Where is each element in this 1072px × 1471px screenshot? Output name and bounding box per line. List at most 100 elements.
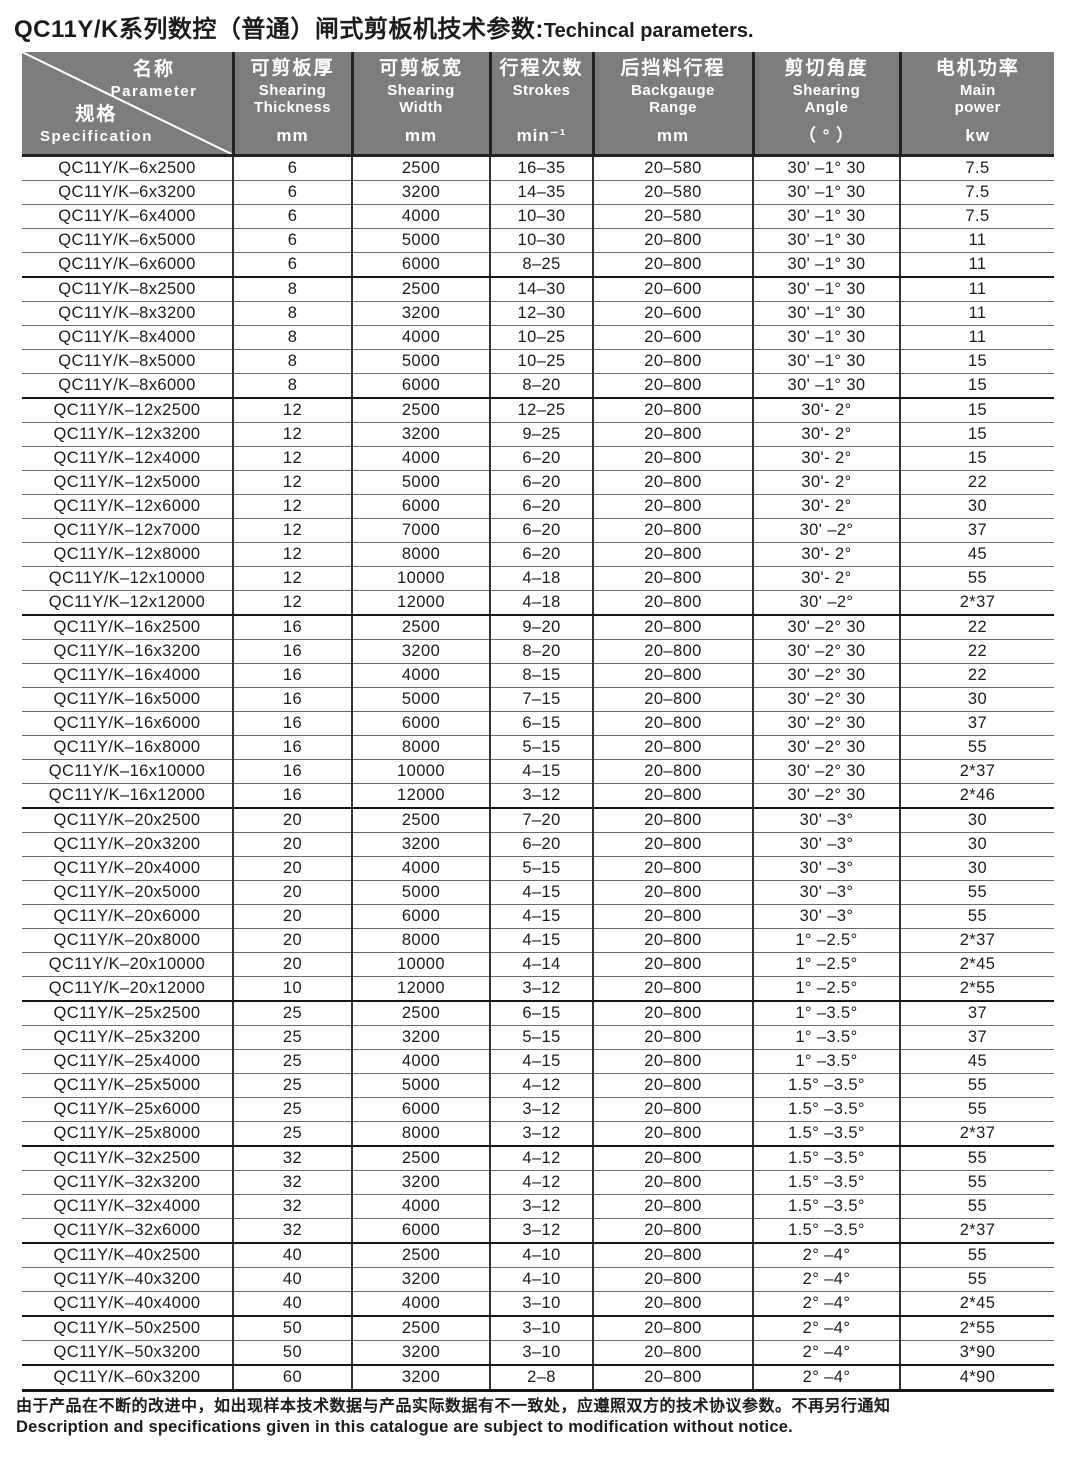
backgauge-cell: 20–800 (592, 856, 753, 881)
width-cell: 2500 (351, 277, 490, 302)
thickness-cell: 20 (232, 928, 352, 953)
power-cell: 37 (899, 711, 1054, 736)
spec-cell: QC11Y/K–12x6000 (22, 494, 233, 519)
strokes-cell: 3–12 (489, 1121, 593, 1147)
backgauge-cell: 20–800 (592, 1194, 753, 1219)
strokes-cell: 14–35 (489, 180, 593, 205)
angle-cell: 30'- 2° (752, 542, 900, 567)
corner-parameter-en: Parameter (110, 82, 198, 100)
angle-cell: 30' –3° (752, 880, 900, 905)
backgauge-cell: 20–800 (592, 542, 753, 567)
table-row: QC11Y/K–40x3200 40 3200 4–10 20–800 2° –4° 55 (22, 1267, 1054, 1292)
spec-cell: QC11Y/K–20x2500 (22, 808, 233, 833)
strokes-cell: 10–30 (489, 204, 593, 229)
strokes-cell: 6–20 (489, 470, 593, 495)
table-row: QC11Y/K–16x3200 16 3200 8–20 20–800 30' –2° 3… (22, 639, 1054, 664)
table-header: 名称 Parameter 规格 Specification 可剪板厚 Shear… (22, 52, 1054, 156)
strokes-cell: 7–15 (489, 687, 593, 712)
width-cell: 3200 (351, 422, 490, 447)
table-row: QC11Y/K–8x5000 8 5000 10–25 20–800 30' –1° 30… (22, 349, 1054, 374)
angle-cell: 30'- 2° (752, 446, 900, 471)
page-title-en: Techincal parameters. (543, 20, 754, 42)
backgauge-cell: 20–800 (592, 1146, 753, 1171)
table-row: QC11Y/K–6x6000 6 6000 8–25 20–800 30' –1° 30 1… (22, 252, 1054, 278)
thickness-cell: 16 (232, 687, 352, 712)
thickness-cell: 16 (232, 639, 352, 664)
power-cell: 7.5 (899, 155, 1054, 181)
width-cell: 2500 (351, 1316, 490, 1341)
angle-cell: 30'- 2° (752, 566, 900, 591)
spec-cell: QC11Y/K–32x3200 (22, 1170, 233, 1195)
angle-cell: 30' –2° 30 (752, 783, 900, 809)
strokes-cell: 3–10 (489, 1340, 593, 1366)
width-cell: 6000 (351, 1097, 490, 1122)
power-cell: 3*90 (899, 1340, 1054, 1366)
strokes-cell: 3–12 (489, 976, 593, 1002)
thickness-cell: 12 (232, 590, 352, 616)
col-header-en: Shearing Width (387, 81, 455, 117)
backgauge-cell: 20–800 (592, 518, 753, 543)
strokes-cell: 6–20 (489, 832, 593, 857)
table-row: QC11Y/K–25x2500 25 2500 6–15 20–800 1° –3.5° 3… (22, 1001, 1054, 1026)
strokes-cell: 8–20 (489, 373, 593, 399)
power-cell: 4*90 (899, 1365, 1054, 1392)
thickness-cell: 6 (232, 204, 352, 229)
corner-header-cell: 名称 Parameter 规格 Specification (22, 52, 233, 156)
spec-cell: QC11Y/K–25x4000 (22, 1049, 233, 1074)
spec-cell: QC11Y/K–50x2500 (22, 1316, 233, 1341)
thickness-cell: 60 (232, 1365, 352, 1392)
col-header-unit: min⁻¹ (516, 126, 567, 145)
table-row: QC11Y/K–20x12000 10 12000 3–12 20–800 1° –2.5… (22, 976, 1054, 1002)
table-row: QC11Y/K–16x2500 16 2500 9–20 20–800 30' –2° 3… (22, 615, 1054, 640)
angle-cell: 1.5° –3.5° (752, 1097, 900, 1122)
angle-cell: 30'- 2° (752, 398, 900, 423)
angle-cell: 30' –3° (752, 832, 900, 857)
backgauge-cell: 20–800 (592, 1097, 753, 1122)
strokes-cell: 8–15 (489, 663, 593, 688)
strokes-cell: 4–15 (489, 904, 593, 929)
spec-cell: QC11Y/K–8x5000 (22, 349, 233, 374)
spec-cell: QC11Y/K–32x4000 (22, 1194, 233, 1219)
table-row: QC11Y/K–25x4000 25 4000 4–15 20–800 1° –3.5° 4… (22, 1049, 1054, 1074)
backgauge-cell: 20–800 (592, 1316, 753, 1341)
col-header-backgauge-range: 后挡料行程 Backgauge Range mm (591, 52, 753, 156)
thickness-cell: 40 (232, 1267, 352, 1292)
angle-cell: 2° –4° (752, 1243, 900, 1268)
thickness-cell: 6 (232, 228, 352, 253)
spec-cell: QC11Y/K–16x6000 (22, 711, 233, 736)
thickness-cell: 25 (232, 1121, 352, 1147)
thickness-cell: 16 (232, 615, 352, 640)
strokes-cell: 4–18 (489, 566, 593, 591)
table-row: QC11Y/K–12x8000 12 8000 6–20 20–800 30'- 2° 45 (22, 542, 1054, 567)
backgauge-cell: 20–580 (592, 204, 753, 229)
angle-cell: 1.5° –3.5° (752, 1218, 900, 1244)
spec-cell: QC11Y/K–20x5000 (22, 880, 233, 905)
power-cell: 2*37 (899, 1218, 1054, 1244)
backgauge-cell: 20–800 (592, 1243, 753, 1268)
page-title: QC11Y/K系列数控（普通）闸式剪板机技术参数:Techincal param… (14, 8, 1072, 45)
thickness-cell: 6 (232, 155, 352, 181)
width-cell: 2500 (351, 1001, 490, 1026)
col-header-unit: （ ° ） (798, 126, 855, 145)
strokes-cell: 5–15 (489, 856, 593, 881)
width-cell: 5000 (351, 1073, 490, 1098)
corner-parameter-zh: 名称 (133, 59, 176, 80)
width-cell: 10000 (351, 759, 490, 784)
spec-cell: QC11Y/K–16x3200 (22, 639, 233, 664)
backgauge-cell: 20–800 (592, 590, 753, 616)
power-cell: 2*45 (899, 1291, 1054, 1317)
angle-cell: 30' –1° 30 (752, 325, 900, 350)
angle-cell: 30' –2° 30 (752, 639, 900, 664)
thickness-cell: 20 (232, 832, 352, 857)
table-row: QC11Y/K–6x4000 6 4000 10–30 20–580 30' –1° 30… (22, 204, 1054, 229)
thickness-cell: 20 (232, 808, 352, 833)
thickness-cell: 16 (232, 759, 352, 784)
backgauge-cell: 20–800 (592, 615, 753, 640)
thickness-cell: 12 (232, 470, 352, 495)
footer-disclaimer: 由于产品在不断的改进中，如出现样本技术数据与产品实际数据有不一致处，应遵照双方的… (16, 1397, 1072, 1438)
width-cell: 8000 (351, 1121, 490, 1147)
spec-cell: QC11Y/K–20x3200 (22, 832, 233, 857)
table-row: QC11Y/K–16x5000 16 5000 7–15 20–800 30' –2° 3… (22, 687, 1054, 712)
width-cell: 2500 (351, 1243, 490, 1268)
power-cell: 45 (899, 542, 1054, 567)
